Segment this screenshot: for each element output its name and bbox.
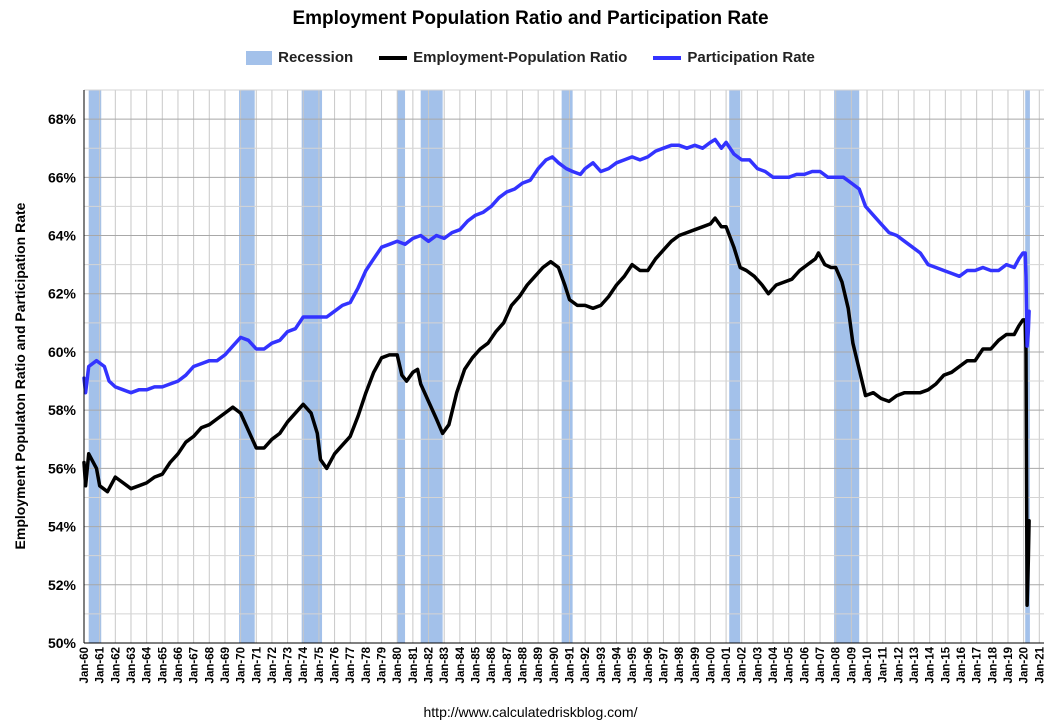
x-tick-label: Jan-98 [674, 646, 686, 683]
y-tick-label: 50% [48, 635, 77, 651]
x-tick-label: Jan-86 [486, 647, 498, 683]
legend-item-employment: Employment-Population Ratio [379, 49, 627, 66]
x-tick-label: Jan-80 [392, 647, 404, 683]
legend-item-recession: Recession [246, 49, 353, 66]
x-tick-label: Jan-82 [424, 647, 436, 683]
x-tick-label: Jan-15 [940, 646, 952, 683]
x-tick-label: Jan-14 [925, 646, 937, 683]
x-tick-labels: Jan-60 Jan-61 Jan-62 Jan-63 Jan-64 Jan-65 Jan-… [79, 646, 1046, 683]
x-tick-label: Jan-67 [189, 647, 201, 683]
legend-label-employment: Employment-Population Ratio [413, 49, 628, 66]
y-tick-label: 54% [48, 519, 77, 535]
x-tick-label: Jan-88 [517, 646, 529, 683]
x-tick-label: Jan-21 [1034, 646, 1046, 683]
legend-swatch-recession [246, 50, 273, 65]
x-tick-label: Jan-07 [815, 647, 827, 683]
x-tick-label: Jan-63 [126, 647, 138, 683]
x-tick-label: Jan-85 [471, 646, 483, 683]
recession-band-0 [88, 90, 102, 643]
recession-band-2 [301, 90, 323, 643]
x-tick-label: Jan-09 [846, 647, 858, 683]
legend-swatch-participation [653, 55, 682, 60]
x-tick-label: Jan-11 [878, 646, 890, 682]
x-tick-label: Jan-00 [705, 647, 717, 683]
x-tick-label: Jan-97 [658, 647, 670, 683]
legend-label-participation: Participation Rate [687, 49, 815, 66]
x-tick-label: Jan-12 [893, 647, 905, 683]
y-tick-label: 62% [48, 286, 77, 302]
x-tick-label: Jan-96 [643, 647, 655, 683]
x-tick-label: Jan-62 [110, 647, 122, 683]
x-tick-label: Jan-73 [283, 647, 295, 683]
x-tick-label: Jan-68 [204, 646, 216, 683]
axes [83, 90, 1044, 644]
x-tick-label: Jan-90 [549, 647, 561, 683]
series-line-participation-rate [82, 137, 1031, 395]
x-tick-label: Jan-01 [721, 646, 733, 683]
x-tick-label: Jan-75 [314, 646, 326, 683]
series-line-employment-population-ratio [82, 216, 1031, 607]
y-tick-label: 52% [48, 577, 77, 593]
x-tick-label: Jan-89 [533, 647, 545, 683]
x-tick-label: Jan-06 [799, 647, 811, 683]
x-tick-label: Jan-99 [690, 647, 702, 683]
y-tick-label: 68% [48, 111, 77, 127]
recession-band-6 [729, 90, 741, 643]
y-tick-labels: 50% 52% 54% 56% 58% 60% 62% 64% 66% 68% [48, 111, 77, 651]
x-tick-label: Jan-10 [862, 647, 874, 683]
x-tick-label: Jan-84 [455, 646, 467, 683]
x-tick-label: Jan-03 [752, 647, 764, 683]
recession-bands [88, 90, 1030, 643]
x-tick-label: Jan-69 [220, 647, 232, 683]
x-tick-label: Jan-04 [768, 646, 780, 683]
x-tick-label: Jan-74 [298, 646, 310, 683]
recession-band-7 [834, 90, 860, 643]
chart-title: Employment Population Ratio and Particip… [292, 8, 769, 29]
recession-band-1 [239, 90, 255, 643]
x-tick-label: Jan-77 [345, 647, 357, 683]
source-url: http://www.calculatedriskblog.com/ [423, 704, 638, 720]
x-tick-label: Jan-93 [596, 647, 608, 683]
x-tick-label: Jan-65 [157, 646, 169, 683]
x-tick-label: Jan-02 [737, 647, 749, 683]
x-tick-label: Jan-78 [361, 646, 373, 683]
x-tick-label: Jan-66 [173, 647, 185, 683]
legend-item-participation: Participation Rate [653, 49, 815, 66]
x-tick-label: Jan-94 [611, 646, 623, 683]
x-tick-label: Jan-81 [408, 646, 420, 683]
x-tick-label: Jan-95 [627, 646, 639, 683]
x-tick-label: Jan-18 [987, 646, 999, 683]
x-tick-label: Jan-05 [784, 646, 796, 683]
series-lines [82, 137, 1031, 607]
y-tick-label: 56% [48, 460, 77, 476]
y-tick-label: 60% [48, 344, 77, 360]
legend: Recession Employment-Population Ratio Pa… [0, 49, 1061, 66]
recession-band-5 [561, 90, 573, 643]
x-tick-label: Jan-20 [1019, 647, 1031, 683]
legend-label-recession: Recession [278, 49, 354, 66]
x-tick-label: Jan-08 [831, 646, 843, 683]
recession-band-4 [420, 90, 443, 643]
x-tick-label: Jan-19 [1003, 647, 1015, 683]
x-tick-label: Jan-17 [972, 647, 984, 683]
x-tick-label: Jan-87 [502, 647, 514, 683]
x-tick-label: Jan-13 [909, 647, 921, 683]
x-tick-label: Jan-91 [564, 646, 576, 683]
x-tick-label: Jan-92 [580, 647, 592, 683]
x-tick-label: Jan-72 [267, 647, 279, 683]
x-tick-label: Jan-83 [439, 647, 451, 683]
x-tick-label: Jan-71 [251, 646, 263, 683]
x-tick-label: Jan-76 [330, 647, 342, 683]
y-tick-label: 66% [48, 169, 77, 185]
x-tick-label: Jan-16 [956, 647, 968, 683]
x-tick-label: Jan-70 [236, 647, 248, 683]
x-tick-label: Jan-61 [95, 646, 107, 683]
y-tick-label: 58% [48, 402, 77, 418]
legend-swatch-employment [379, 55, 408, 60]
x-tick-label: Jan-79 [377, 647, 389, 683]
x-tick-label: Jan-64 [142, 646, 154, 683]
x-tick-label: Jan-60 [79, 647, 91, 683]
y-tick-label: 64% [48, 228, 77, 244]
